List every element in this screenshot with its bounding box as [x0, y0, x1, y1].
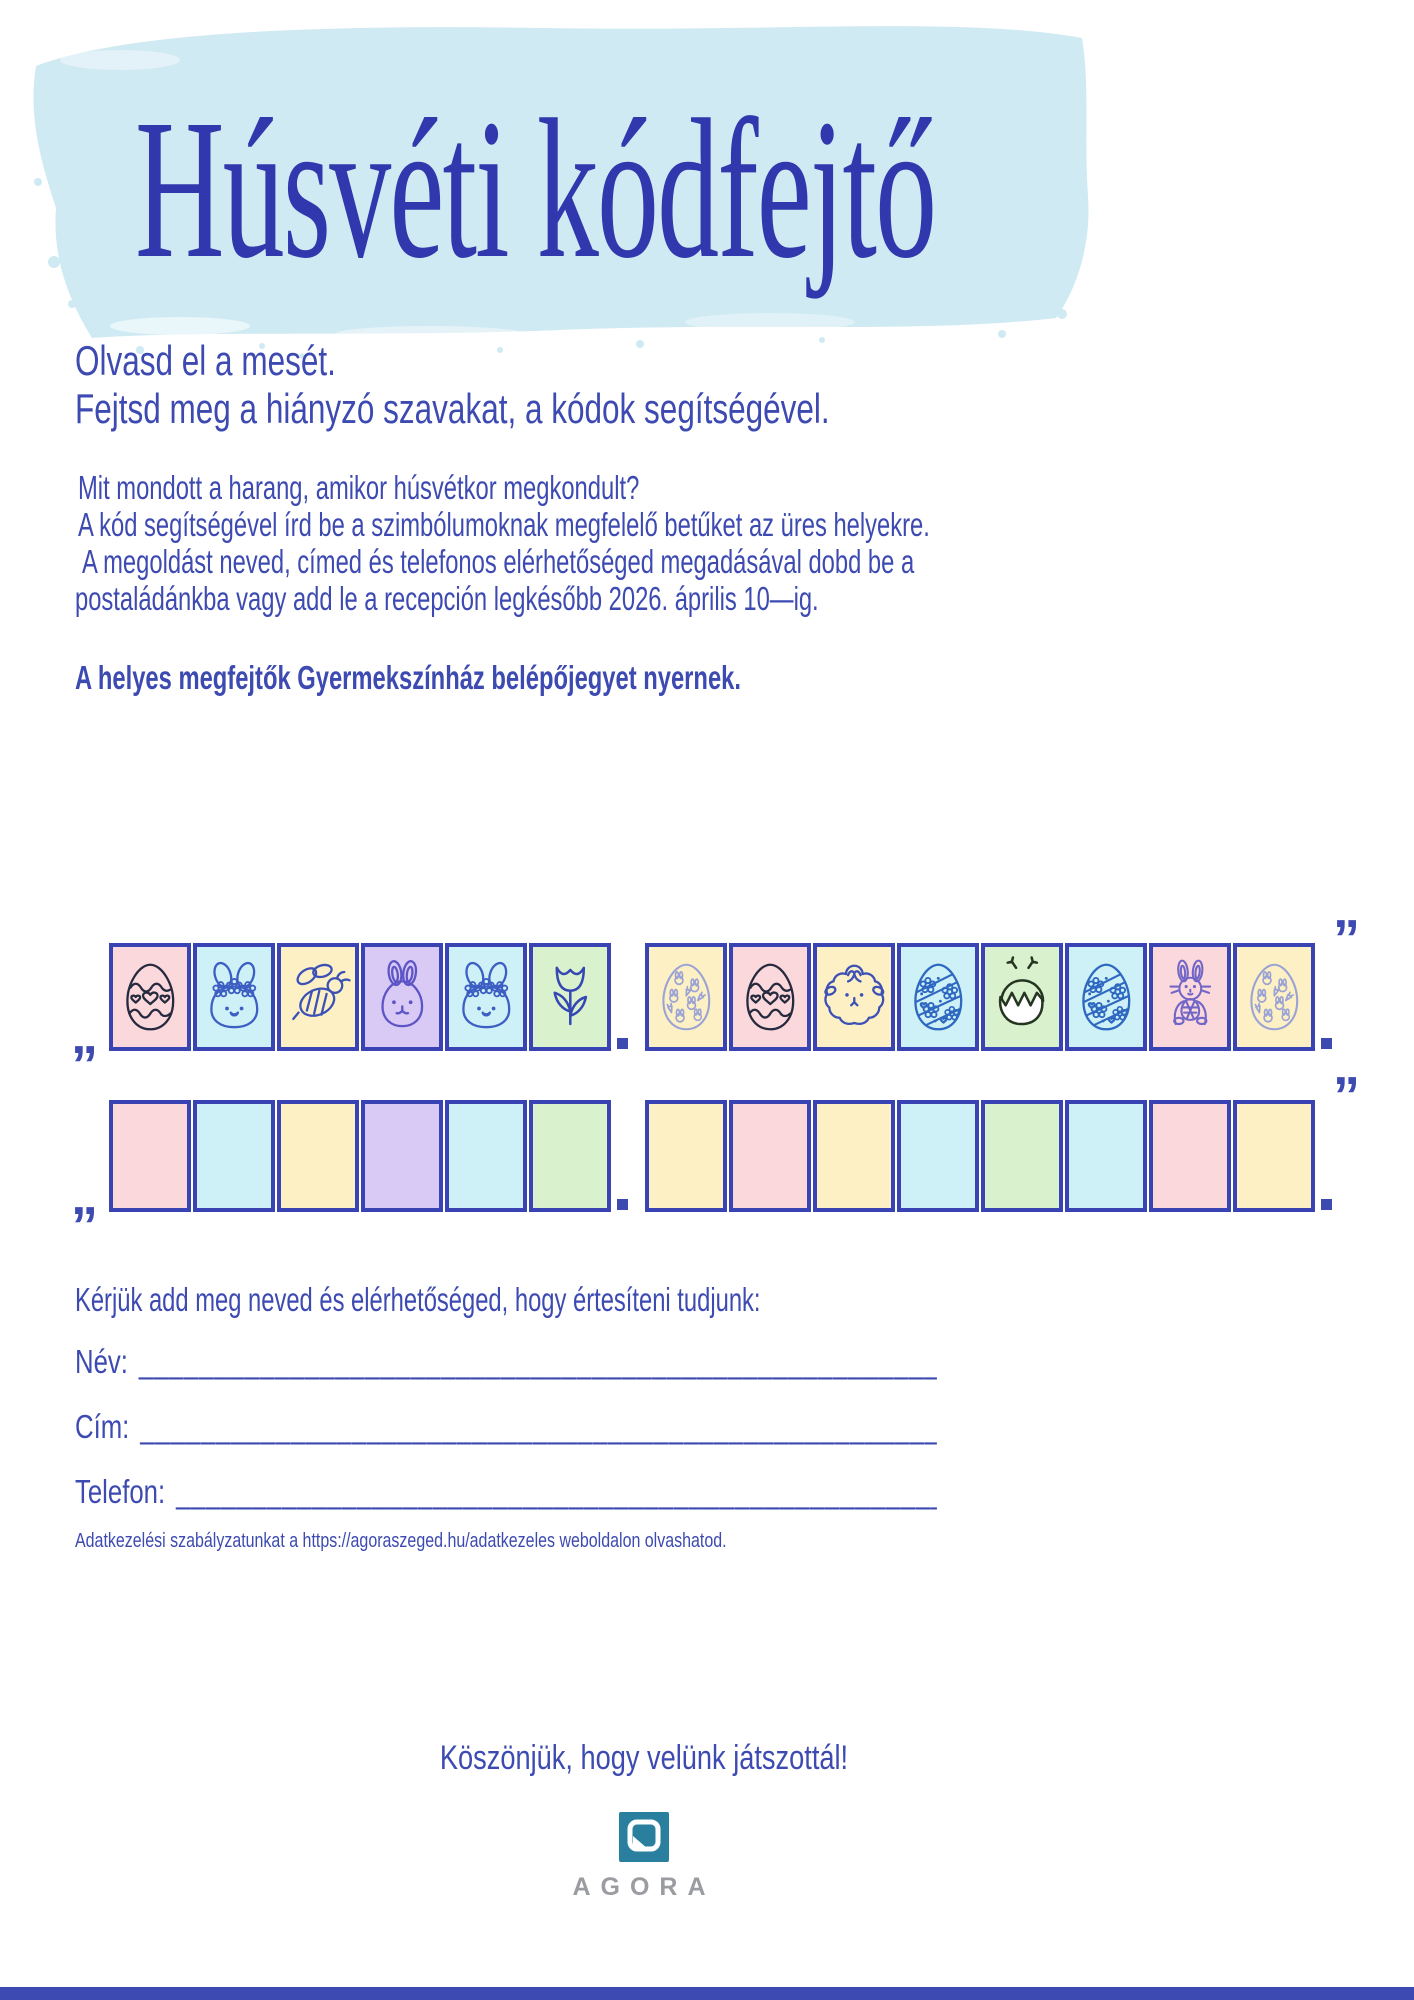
phone-label: Telefon:	[75, 1473, 166, 1510]
symbol-word-group	[645, 943, 1315, 1051]
answer-cell	[445, 1100, 527, 1212]
symbol-code-row: „.. ”	[71, 912, 1389, 1062]
word-separator-dot: .	[1321, 1199, 1332, 1210]
answer-cell	[1233, 1100, 1315, 1212]
bunny-flower-crown-icon	[453, 954, 520, 1040]
answer-cell	[645, 1100, 727, 1212]
egg-flowers-icon	[905, 954, 972, 1040]
bunny-flower-crown-icon	[201, 954, 268, 1040]
open-quote-mark: „	[71, 1166, 98, 1226]
agora-wordmark: AGORA	[572, 1873, 716, 1901]
symbol-cell	[1149, 943, 1231, 1051]
word-separator-dot: .	[617, 1038, 628, 1049]
symbol-cell	[1233, 943, 1315, 1051]
answer-cell	[109, 1100, 191, 1212]
instruction-line-4: postaládánkba vagy add le a recepción le…	[75, 580, 819, 617]
name-write-line: ________________________________________…	[138, 1343, 937, 1380]
answer-cell	[1149, 1100, 1231, 1212]
answer-cell	[897, 1100, 979, 1212]
word-separator-dot: .	[617, 1199, 628, 1210]
agora-speech-bubble-icon	[619, 1812, 669, 1862]
egg-flowers-icon	[1073, 954, 1140, 1040]
bottom-accent-bar	[0, 1987, 1414, 2000]
phone-field: Telefon: ________________________________…	[75, 1472, 937, 1512]
symbol-cell	[729, 943, 811, 1051]
name-label: Név:	[75, 1343, 128, 1380]
page-title: Húsvéti kódfejtő	[135, 79, 937, 300]
instruction-line-3: A megoldást neved, címed és telefonos el…	[82, 543, 915, 580]
name-field: Név: ____________________________________…	[75, 1342, 937, 1382]
sheep-icon	[822, 964, 886, 1025]
prize-line: A helyes megfejtők Gyermekszínház belépő…	[75, 659, 741, 696]
privacy-note: Adatkezelési szabályzatunkat a https://a…	[75, 1529, 727, 1552]
answer-word-group	[109, 1100, 611, 1212]
tulip-icon	[553, 966, 587, 1026]
word-separator-dot: .	[1321, 1038, 1332, 1049]
phone-write-line: ________________________________________…	[176, 1473, 937, 1510]
hatching-chick-icon	[998, 956, 1045, 1026]
answer-cell	[813, 1100, 895, 1212]
symbol-cell	[645, 943, 727, 1051]
address-label: Cím:	[75, 1408, 130, 1445]
symbol-cell	[813, 943, 895, 1051]
instruction-line-2: A kód segítségével írd be a szimbólumokn…	[78, 506, 930, 543]
egg-bunny-pattern-icon	[653, 954, 720, 1040]
egg-hearts-icon	[737, 954, 804, 1040]
symbol-cell	[193, 943, 275, 1051]
symbol-cell	[981, 943, 1063, 1051]
form-intro: Kérjük add meg neved és elérhetőséged, h…	[75, 1281, 761, 1318]
symbol-cell	[1065, 943, 1147, 1051]
answer-word-group	[645, 1100, 1315, 1212]
symbol-word-group	[109, 943, 611, 1051]
symbol-cell	[445, 943, 527, 1051]
symbol-cell	[109, 943, 191, 1051]
agora-logo: AGORA	[0, 1812, 1288, 1902]
close-quote-mark: ”	[1333, 909, 1360, 969]
answer-cell	[361, 1100, 443, 1212]
instruction-line-1: Mit mondott a harang, amikor húsvétkor m…	[78, 469, 640, 506]
answer-cell	[981, 1100, 1063, 1212]
thanks-line: Köszönjük, hogy velünk játszottál!	[439, 1739, 849, 1777]
answer-cell	[729, 1100, 811, 1212]
address-write-line: ________________________________________…	[140, 1408, 937, 1445]
close-quote-mark: ”	[1333, 1066, 1360, 1126]
answer-cell	[529, 1100, 611, 1212]
open-quote-mark: „	[71, 1005, 98, 1065]
bee-icon	[291, 961, 351, 1023]
bunny-holding-egg-icon	[1169, 959, 1211, 1026]
intro-line-2: Fejtsd meg a hiányzó szavakat, a kódok s…	[75, 385, 830, 432]
answer-boxes-row: „.. ”	[71, 1069, 1389, 1223]
answer-cell	[1065, 1100, 1147, 1212]
symbol-cell	[277, 943, 359, 1051]
symbol-cell	[897, 943, 979, 1051]
symbol-cell	[361, 943, 443, 1051]
brush-stroke-background	[33, 26, 1089, 359]
answer-cell	[193, 1100, 275, 1212]
answer-cell	[277, 1100, 359, 1212]
intro-line-1: Olvasd el a mesét.	[75, 337, 336, 384]
symbol-cell	[529, 943, 611, 1051]
bunny-icon	[381, 959, 423, 1028]
egg-bunny-pattern-icon	[1241, 954, 1308, 1040]
egg-hearts-icon	[117, 954, 184, 1040]
address-field: Cím: ____________________________________…	[75, 1407, 937, 1447]
